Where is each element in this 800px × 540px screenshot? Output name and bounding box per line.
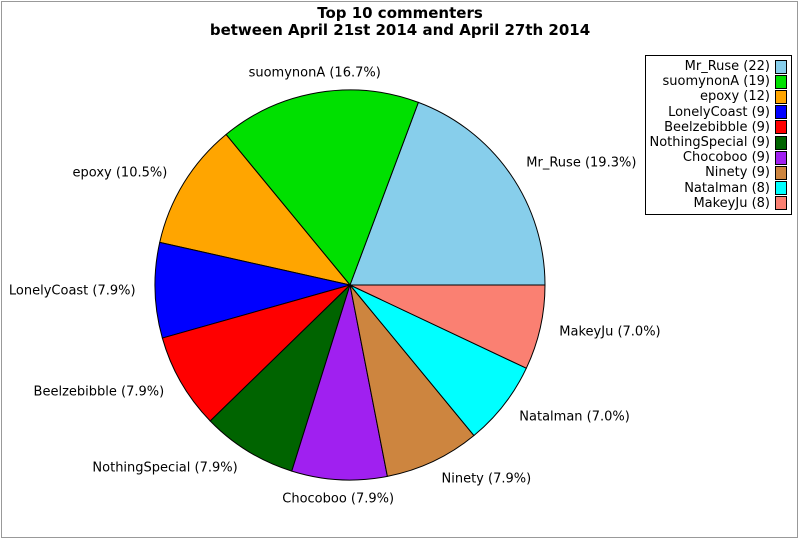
legend-color-swatch-Beelzebibble bbox=[775, 120, 787, 135]
pie-slice-NothingSpecial bbox=[209, 284, 351, 472]
legend-color-swatch-Ninety bbox=[775, 165, 787, 180]
slice-label-epoxy: epoxy (10.5%) bbox=[72, 165, 168, 181]
legend-color-swatch-Natalman bbox=[775, 181, 787, 196]
legend-row-epoxy: epoxy (12) bbox=[650, 89, 787, 104]
pie-slice-MakeyJu bbox=[349, 284, 546, 369]
legend-row-Chocoboo: Chocoboo (9) bbox=[650, 150, 787, 165]
slice-label-Ninety: Ninety (7.9%) bbox=[441, 471, 532, 487]
legend-label-Natalman: Natalman (8) bbox=[684, 180, 770, 196]
slice-label-Natalman: Natalman (7.0%) bbox=[519, 409, 630, 425]
legend-row-suomynonA: suomynonA (19) bbox=[650, 74, 787, 89]
legend-row-MakeyJu: MakeyJu (8) bbox=[650, 196, 787, 211]
pie-slice-Mr_Ruse bbox=[349, 101, 546, 286]
legend-color-swatch-NothingSpecial bbox=[775, 135, 787, 150]
legend-label-LonelyCoast: LonelyCoast (9) bbox=[668, 104, 770, 120]
legend: Mr_Ruse (22) suomynonA (19) epoxy (12) Lone… bbox=[645, 55, 792, 215]
chart-title-line2: between April 21st 2014 and April 27th 2… bbox=[209, 21, 591, 39]
legend-label-suomynonA: suomynonA (19) bbox=[662, 74, 770, 90]
legend-label-MakeyJu: MakeyJu (8) bbox=[693, 195, 770, 211]
pie-slice-suomynonA bbox=[225, 89, 419, 286]
pie-slice-LonelyCoast bbox=[154, 241, 351, 339]
pie-slice-Ninety bbox=[349, 284, 475, 477]
slice-label-NothingSpecial: NothingSpecial (7.9%) bbox=[92, 460, 238, 476]
legend-label-Ninety: Ninety (9) bbox=[705, 165, 770, 181]
legend-row-Natalman: Natalman (8) bbox=[650, 181, 787, 196]
pie-slice-Chocoboo bbox=[291, 284, 388, 481]
slice-label-suomynonA: suomynonA (16.7%) bbox=[248, 65, 381, 81]
legend-row-Ninety: Ninety (9) bbox=[650, 165, 787, 180]
legend-color-swatch-Chocoboo bbox=[775, 150, 787, 165]
slice-label-LonelyCoast: LonelyCoast (7.9%) bbox=[8, 283, 136, 299]
chart-title: Top 10 commenters between April 21st 201… bbox=[0, 5, 800, 39]
legend-row-NothingSpecial: NothingSpecial (9) bbox=[649, 135, 787, 151]
legend-color-swatch-MakeyJu bbox=[775, 196, 787, 211]
legend-row-Mr_Ruse: Mr_Ruse (22) bbox=[650, 59, 787, 74]
legend-color-swatch-epoxy bbox=[775, 89, 787, 104]
chart-title-line1: Top 10 commenters bbox=[317, 4, 483, 22]
legend-label-NothingSpecial: NothingSpecial (9) bbox=[649, 135, 770, 151]
slice-label-Mr_Ruse: Mr_Ruse (19.3%) bbox=[526, 155, 637, 171]
slice-label-Chocoboo: Chocoboo (7.9%) bbox=[282, 491, 395, 507]
legend-color-swatch-LonelyCoast bbox=[775, 105, 787, 120]
legend-row-Beelzebibble: Beelzebibble (9) bbox=[650, 120, 787, 135]
pie-slice-Beelzebibble bbox=[161, 284, 351, 422]
slice-label-MakeyJu: MakeyJu (7.0%) bbox=[559, 324, 661, 340]
legend-color-swatch-suomynonA bbox=[775, 74, 787, 89]
legend-label-Chocoboo: Chocoboo (9) bbox=[682, 150, 770, 166]
slice-label-Beelzebibble: Beelzebibble (7.9%) bbox=[33, 384, 165, 400]
legend-color-swatch-Mr_Ruse bbox=[775, 59, 787, 74]
pie-slice-epoxy bbox=[159, 133, 351, 286]
legend-label-Beelzebibble: Beelzebibble (9) bbox=[664, 119, 770, 135]
legend-label-epoxy: epoxy (12) bbox=[699, 89, 770, 105]
legend-row-LonelyCoast: LonelyCoast (9) bbox=[650, 105, 787, 120]
legend-label-Mr_Ruse: Mr_Ruse (22) bbox=[684, 59, 770, 75]
